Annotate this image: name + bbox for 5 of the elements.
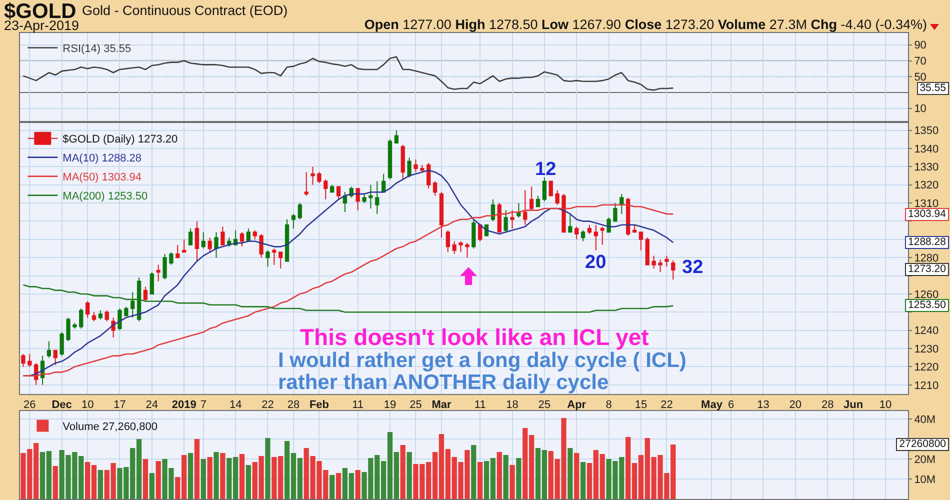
annotation: 27260800: [896, 438, 949, 451]
y-tick-label: 10M: [914, 474, 936, 486]
y-tick-label: 40M: [914, 414, 936, 426]
legend-label: Volume 27,260,800: [62, 421, 158, 434]
y-tick-label: 20M: [914, 454, 936, 466]
